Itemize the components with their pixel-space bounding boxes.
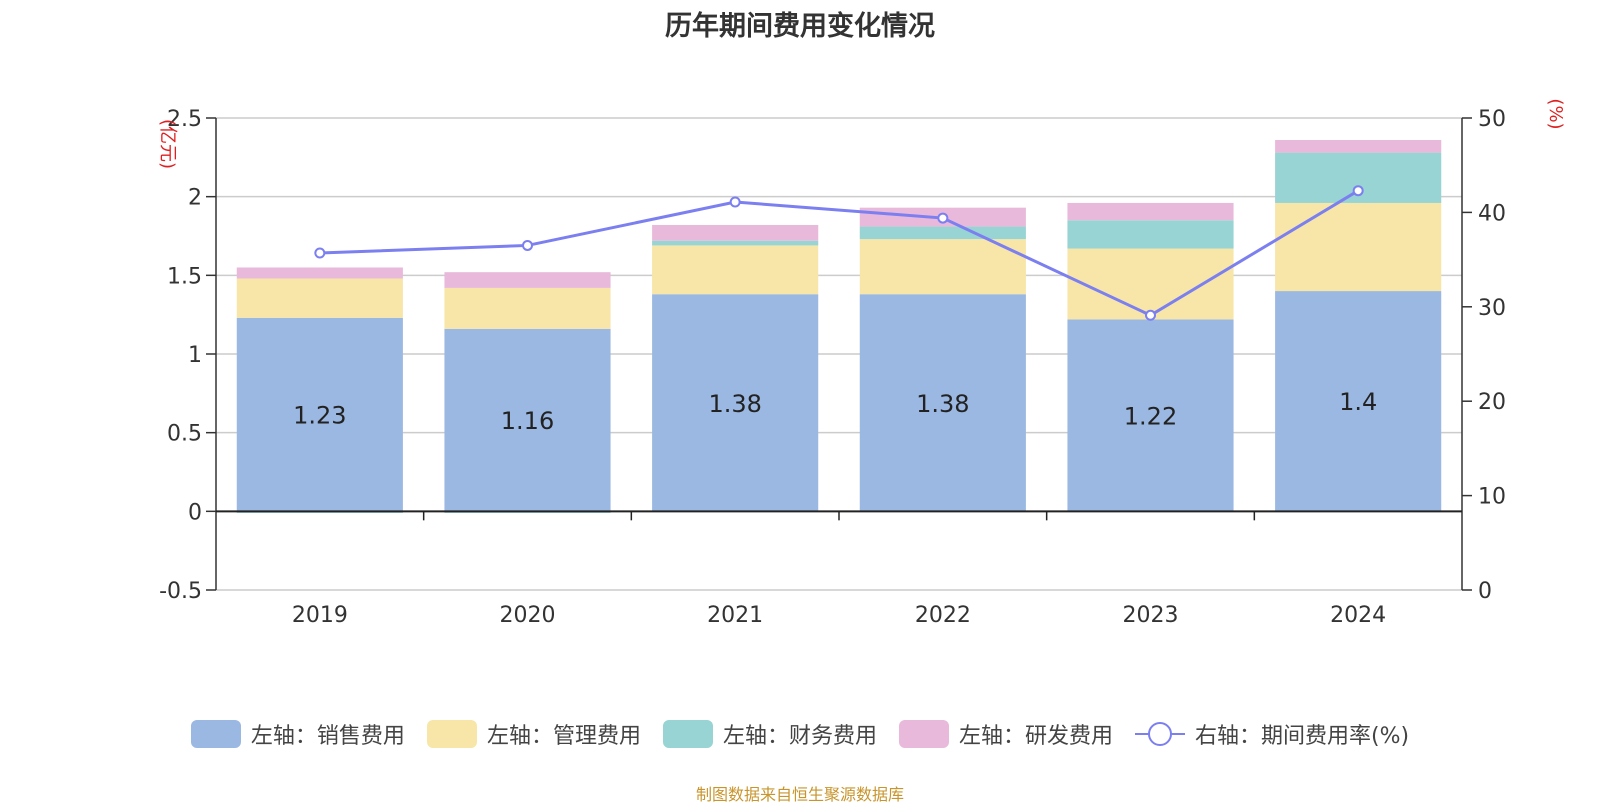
right-axis-tick-label: 20 (1478, 390, 1506, 415)
legend-label-sales: 左轴：销售费用 (250, 724, 405, 749)
right-axis-tick-label: 30 (1478, 296, 1506, 321)
rate-point-2021 (729, 196, 741, 208)
bar-sales-2022 (859, 294, 1026, 512)
bar-finance-2022 (859, 226, 1026, 240)
legend-label-admin: 左轴：管理费用 (486, 724, 641, 749)
rate-point-2024 (1352, 185, 1364, 197)
data-label-sales-2023: 1.22 (1124, 402, 1177, 430)
bar-admin-2024 (1275, 202, 1442, 292)
right-axis-tick-label: 50 (1478, 107, 1506, 132)
admin-swatch (426, 720, 477, 748)
x-axis-label-2023: 2023 (1123, 603, 1179, 628)
left-axis-tick-label: 2.5 (167, 107, 202, 132)
bar-finance-2023 (1067, 220, 1234, 249)
left-axis-tick-label: -0.5 (159, 579, 202, 604)
legend: 左轴：销售费用 左轴：管理费用 左轴：财务费用 左轴：研发费用 右轴：期间费用率… (0, 718, 1600, 750)
bar-sales-2023 (1067, 319, 1234, 512)
data-label-sales-2024: 1.4 (1339, 388, 1377, 416)
left-axis-tick-label: 0 (188, 500, 202, 525)
bar-finance-2021 (652, 240, 819, 246)
bar-rd-2020 (444, 272, 611, 288)
legend-item-finance[interactable]: 左轴：财务费用 (662, 718, 877, 750)
data-label-sales-2020: 1.16 (501, 407, 554, 435)
left-axis-tick-label: 0.5 (167, 422, 202, 447)
left-axis-tick-label: 2 (188, 186, 202, 211)
right-axis-tick-label: 10 (1478, 485, 1506, 510)
data-label-sales-2021: 1.38 (708, 390, 761, 418)
rd-swatch (898, 720, 949, 748)
bar-admin-2021 (652, 245, 819, 295)
bar-admin-2023 (1067, 248, 1234, 320)
sales-swatch (190, 720, 241, 748)
right-axis-tick-label: 0 (1478, 579, 1492, 604)
bar-rd-2021 (652, 224, 819, 241)
rate-point-2022 (937, 212, 949, 224)
bar-sales-2021 (652, 294, 819, 512)
legend-item-sales[interactable]: 左轴：销售费用 (190, 718, 405, 750)
bar-sales-2019 (236, 317, 403, 512)
rate-line (319, 189, 1359, 317)
x-axis-label-2020: 2020 (500, 603, 556, 628)
bar-rd-2024 (1275, 140, 1442, 153)
rate-line-marker-icon (1134, 720, 1185, 748)
data-label-sales-2022: 1.38 (916, 390, 969, 418)
legend-item-rd[interactable]: 左轴：研发费用 (898, 718, 1113, 750)
rate-point-2020 (522, 239, 533, 251)
legend-item-admin[interactable]: 左轴：管理费用 (426, 718, 641, 750)
bar-rd-2023 (1067, 202, 1234, 221)
chart-canvas: -0.5 0 0.5 1 1.5 2 2.5 0 10 20 30 40 50 (亿元) (%) 1.23 20… (157, 98, 1566, 628)
left-axis-tick-label: 1 (188, 343, 202, 368)
left-axis-unit: (亿元) (157, 119, 178, 169)
x-axis-label-2024: 2024 (1330, 603, 1386, 628)
left-axis-tick-label: 1.5 (167, 264, 202, 289)
bar-rd-2019 (236, 267, 403, 279)
rate-point-2023 (1145, 309, 1156, 321)
chart-title: 历年期间费用变化情况 (665, 11, 935, 42)
x-axis-label-2019: 2019 (292, 603, 348, 628)
finance-swatch (662, 720, 713, 748)
data-label-sales-2019: 1.23 (293, 402, 346, 430)
legend-label-rate: 右轴：期间费用率(%) (1194, 724, 1410, 749)
x-axis-label-2021: 2021 (707, 603, 763, 628)
legend-label-rd: 左轴：研发费用 (958, 724, 1113, 749)
bar-admin-2020 (444, 287, 611, 329)
bar-sales-2024 (1275, 291, 1442, 512)
right-axis-tick-label: 40 (1478, 201, 1506, 226)
legend-label-finance: 左轴：财务费用 (722, 724, 877, 749)
bar-admin-2019 (236, 278, 403, 318)
data-source: 制图数据来自恒生聚源数据库 (695, 785, 904, 804)
bar-sales-2020 (444, 328, 611, 512)
x-axis-label-2022: 2022 (915, 603, 971, 628)
bar-admin-2022 (859, 239, 1026, 295)
right-axis-unit: (%) (1545, 98, 1566, 129)
legend-item-rate[interactable]: 右轴：期间费用率(%) (1134, 718, 1410, 750)
rate-point-2019 (314, 247, 326, 259)
